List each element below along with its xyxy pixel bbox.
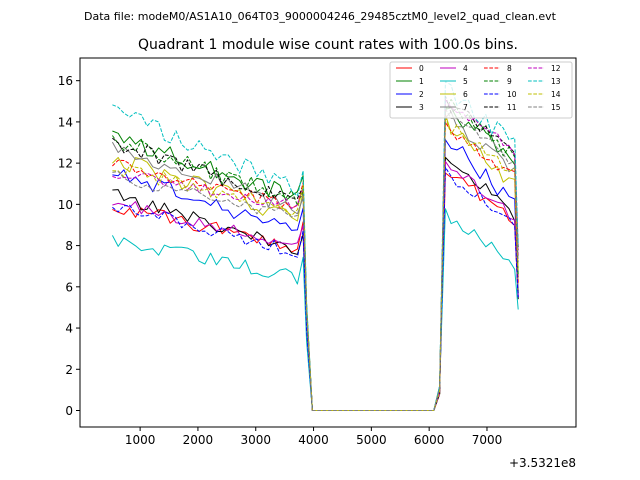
y-tick-label: 16 xyxy=(58,74,73,88)
legend-label-15: 15 xyxy=(551,103,561,112)
x-axis: 1000 2000 3000 4000 5000 6000 7000 xyxy=(125,427,502,447)
x-tick-label: 4000 xyxy=(298,433,329,447)
legend-label-10: 10 xyxy=(507,90,517,99)
x-tick-label: 2000 xyxy=(183,433,214,447)
y-tick-label: 2 xyxy=(65,363,73,377)
plot-area: 1000 2000 3000 4000 5000 6000 7000 02468101214… xyxy=(58,57,577,470)
legend-label-11: 11 xyxy=(507,103,517,112)
legend-label-5: 5 xyxy=(463,77,468,86)
y-tick-label: 4 xyxy=(65,322,73,336)
legend-label-9: 9 xyxy=(507,77,512,86)
x-tick-label: 3000 xyxy=(240,433,271,447)
y-tick-label: 6 xyxy=(65,280,73,294)
x-tick-label: 7000 xyxy=(472,433,503,447)
x-tick-label: 1000 xyxy=(125,433,156,447)
chart-title: Quadrant 1 module wise count rates with … xyxy=(138,37,518,53)
series-line-8 xyxy=(112,121,519,411)
legend-frame xyxy=(389,61,573,119)
x-tick-label: 6000 xyxy=(414,433,445,447)
legend-label-4: 4 xyxy=(463,64,468,73)
y-tick-label: 8 xyxy=(65,239,73,253)
legend-label-1: 1 xyxy=(419,77,424,86)
legend-label-8: 8 xyxy=(507,64,512,73)
y-tick-label: 12 xyxy=(58,157,73,171)
legend-label-7: 7 xyxy=(463,103,468,112)
legend-label-3: 3 xyxy=(419,103,424,112)
y-tick-label: 10 xyxy=(58,198,73,212)
axes-background xyxy=(80,58,576,427)
y-tick-label: 0 xyxy=(65,404,73,418)
x-axis-offset-label: +3.5321e8 xyxy=(509,456,576,470)
legend-label-2: 2 xyxy=(419,90,424,99)
legend-label-12: 12 xyxy=(551,64,561,73)
legend-label-0: 0 xyxy=(419,64,424,73)
legend-label-14: 14 xyxy=(551,90,561,99)
axes-frame xyxy=(79,57,577,428)
legend-label-6: 6 xyxy=(463,90,468,99)
chart-suptitle: Data file: modeM0/AS1A10_064T03_90000042… xyxy=(84,10,557,23)
y-tick-label: 14 xyxy=(58,115,73,129)
y-axis: 0 2 4 6 8 10 12 14 16 xyxy=(58,74,80,418)
series-line-15 xyxy=(112,108,519,411)
x-tick-label: 5000 xyxy=(356,433,387,447)
legend-label-13: 13 xyxy=(551,77,561,86)
